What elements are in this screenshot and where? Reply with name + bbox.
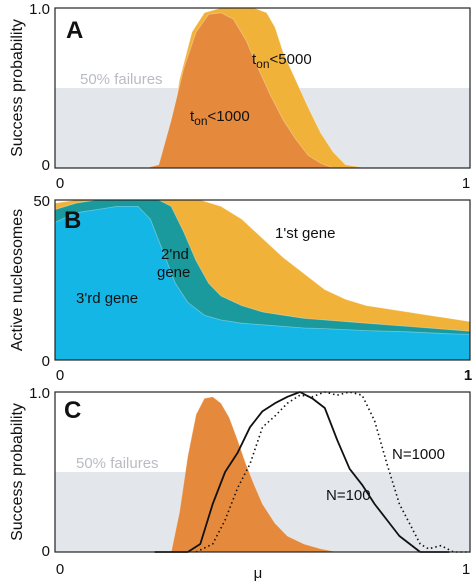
- panel-b-ytick-top: 50: [33, 193, 50, 210]
- panel-a-xtick-right: 1: [462, 175, 470, 192]
- panel-b-label-1st: 1'st gene: [275, 225, 335, 242]
- panel-a-ytick-top: 1.0: [29, 1, 50, 18]
- panel-b-letter: B: [64, 207, 81, 234]
- panel-a-series-t-on-1000: [55, 12, 470, 169]
- panel-c-xtick-left: 0: [56, 561, 64, 578]
- panel-a-ton1000-rest: <1000: [208, 108, 250, 125]
- panel-c-series-orange-area: [55, 396, 470, 553]
- panel-c-ylabel: Success probability: [9, 403, 26, 541]
- panel-a-ton5000-sub: on: [256, 57, 269, 71]
- panel-b-areas: [54, 199, 471, 361]
- panel-b-ytick-bottom: 0: [42, 353, 50, 370]
- panel-c-ytick-bottom: 0: [42, 543, 50, 560]
- panel-c-label-n1000: N=1000: [392, 446, 445, 463]
- panel-a-areas: [55, 7, 470, 169]
- panel-a-axes: [54, 7, 471, 169]
- panel-c-letter: C: [64, 397, 81, 424]
- panel-a-label-ton1000: ton<1000: [190, 108, 250, 128]
- panel-b-label-2nd-line1: 2'nd: [161, 246, 189, 263]
- panel-c-areas: [55, 391, 470, 553]
- panel-b-series-3-rd-gene: [54, 205, 471, 361]
- panel-a-xtick-left: 0: [56, 175, 64, 192]
- panel-c-ytick-top: 1.0: [29, 385, 50, 402]
- panel-a-ylabel: Success probability: [9, 19, 26, 157]
- panel-a-ton5000-t: t: [252, 51, 257, 68]
- panel-b-xtick-right: 1: [464, 367, 472, 384]
- panel-c-series-n-1000: [195, 391, 470, 553]
- panel-a: A 50% failures ton<5000 ton<1000 1.0 0 0…: [9, 1, 471, 192]
- panel-a-label-ton5000: ton<5000: [252, 51, 312, 71]
- panel-a-ton1000-sub: on: [194, 114, 207, 128]
- panel-b: B 1'st gene 2'nd gene 3'rd gene 50 0 0 1…: [9, 193, 472, 384]
- panel-a-ton1000-t: t: [190, 108, 195, 125]
- panel-c-band-label: 50% failures: [76, 455, 159, 472]
- panel-b-xtick-left: 0: [56, 367, 64, 384]
- panel-b-label-2nd-line2: gene: [157, 264, 190, 281]
- panel-a-ytick-bottom: 0: [42, 157, 50, 174]
- panel-c-xtick-right: 1: [462, 561, 470, 578]
- panel-c-xlabel: μ: [254, 565, 263, 582]
- panel-c-label-n100: N=100: [326, 487, 371, 504]
- panel-a-letter: A: [66, 17, 83, 44]
- panel-c: C 50% failures N=1000 N=100 1.0 0 0 1 μ …: [9, 385, 471, 582]
- panel-b-label-3rd: 3'rd gene: [76, 290, 138, 307]
- panel-a-band-label: 50% failures: [80, 71, 163, 88]
- panel-c-axes: [54, 391, 471, 553]
- panel-b-axes: [54, 199, 471, 361]
- panel-a-ton5000-rest: <5000: [270, 51, 312, 68]
- panel-b-ylabel: Active nucleosomes: [9, 209, 26, 351]
- panel-c-series-n-100: [154, 391, 450, 553]
